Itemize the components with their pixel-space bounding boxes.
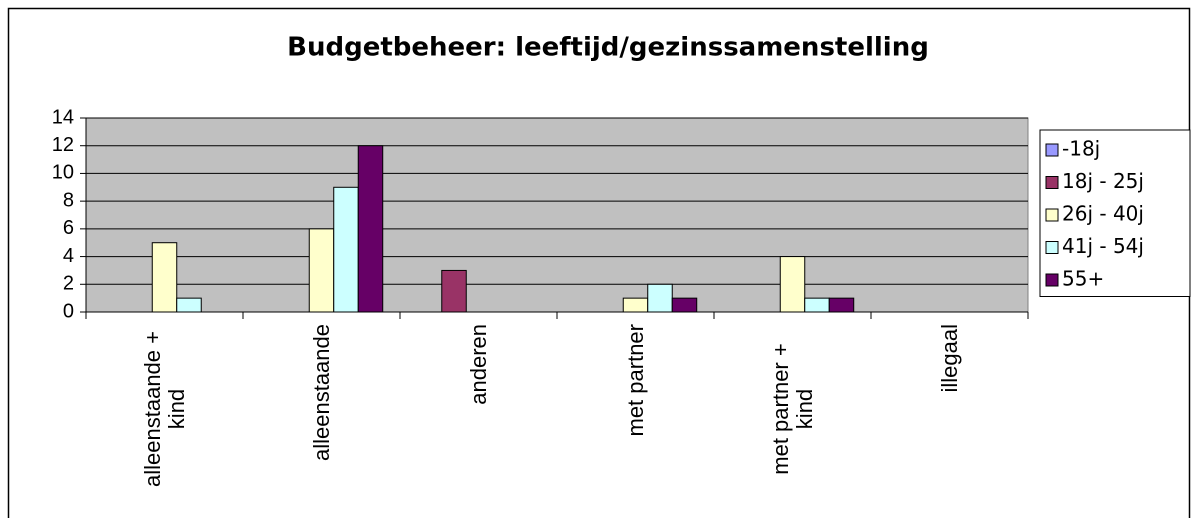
- y-tick-label: 4: [63, 245, 74, 267]
- x-tick-label: alleenstaande: [308, 324, 334, 462]
- x-tick-label-box: alleenstaande + kind: [139, 324, 189, 494]
- y-tick-label: 10: [52, 162, 74, 184]
- y-tick-label: 12: [52, 134, 74, 156]
- x-tick-label-box: anderen: [465, 324, 491, 494]
- bar: [828, 297, 855, 313]
- legend-swatch: [1045, 208, 1059, 222]
- bar: [779, 256, 806, 313]
- x-tick-label: met partner: [622, 324, 648, 437]
- bar: [804, 297, 830, 313]
- bar: [308, 228, 335, 313]
- legend-label: 41j - 54j: [1062, 234, 1144, 258]
- bar: [176, 297, 202, 313]
- x-tick-label: alleenstaande + kind: [139, 331, 189, 487]
- legend-label: 55+: [1062, 267, 1104, 291]
- legend-box: [1039, 129, 1191, 297]
- x-tick-label-box: alleenstaande: [308, 324, 334, 494]
- legend-swatch: [1045, 241, 1059, 254]
- legend-label: 18j - 25j: [1062, 169, 1144, 193]
- legend-swatch: [1045, 273, 1059, 287]
- plot-area: [85, 117, 1029, 313]
- y-tick-label: 0: [63, 300, 74, 322]
- bar: [671, 297, 698, 313]
- legend-swatch: [1045, 176, 1059, 189]
- chart-title: Budgetbeheer: leeftijd/gezinssamenstelli…: [287, 33, 929, 63]
- legend-swatch: [1045, 143, 1059, 157]
- y-tick-label: 2: [63, 273, 74, 295]
- legend-label: 26j - 40j: [1062, 202, 1144, 226]
- bar: [647, 283, 673, 313]
- x-tick-label-box: illegaal: [936, 324, 962, 494]
- x-tick-label: illegaal: [936, 324, 962, 393]
- y-tick-label: 14: [52, 106, 74, 128]
- bar: [357, 145, 384, 313]
- x-tick-label: anderen: [465, 324, 491, 405]
- x-tick-label-box: met partner + kind: [767, 324, 817, 494]
- bar: [622, 297, 649, 313]
- y-tick-label: 6: [63, 217, 74, 239]
- bar: [441, 269, 467, 313]
- bar: [151, 242, 178, 313]
- legend-label: -18j: [1062, 137, 1100, 161]
- x-tick-label: met partner + kind: [767, 343, 817, 475]
- y-tick-label: 8: [63, 189, 74, 211]
- x-tick-label-box: met partner: [622, 324, 648, 494]
- bar: [333, 186, 359, 313]
